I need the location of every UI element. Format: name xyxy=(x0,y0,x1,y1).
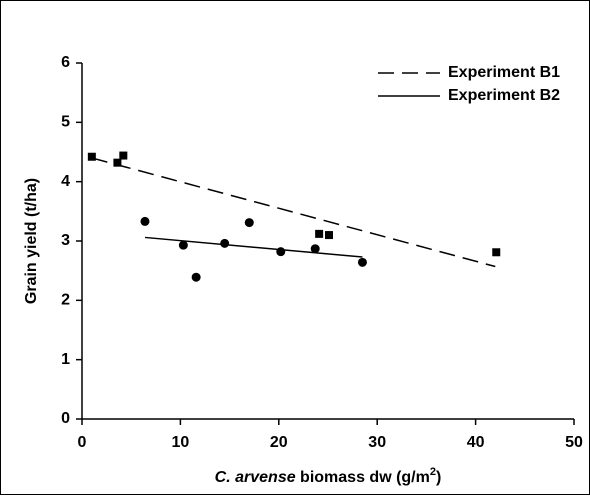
trend-line xyxy=(144,236,363,258)
point xyxy=(276,247,286,257)
y-tick-label: 4 xyxy=(61,173,70,190)
y-tick-label: 0 xyxy=(61,410,70,427)
x-tick-label: 30 xyxy=(368,434,386,451)
point xyxy=(178,240,188,250)
x-label-part: C. arvense xyxy=(215,469,296,486)
x-tick-label: 20 xyxy=(270,434,288,451)
legend-label: Experiment B1 xyxy=(448,64,560,81)
y-tick-label: 6 xyxy=(61,54,70,71)
x-label-sup: 2 xyxy=(430,466,436,478)
trend-line xyxy=(91,157,496,268)
point xyxy=(310,244,320,254)
point xyxy=(244,218,254,228)
y-tick-label: 1 xyxy=(61,351,70,368)
point xyxy=(492,248,501,257)
x-axis-label: C. arvense biomass dw (g/m2) xyxy=(215,466,442,486)
y-tick-label: 3 xyxy=(61,232,70,249)
x-label-part: biomass dw (g/m xyxy=(296,469,430,486)
y-axis-label: Grain yield (t/ha) xyxy=(23,178,40,304)
point xyxy=(220,238,230,248)
y-tick-label: 2 xyxy=(61,292,70,309)
point xyxy=(191,272,201,282)
y-tick-label: 5 xyxy=(61,114,70,131)
point xyxy=(87,152,96,161)
x-tick-label: 50 xyxy=(565,434,583,451)
x-tick-label: 40 xyxy=(467,434,485,451)
x-tick-label: 0 xyxy=(78,434,87,451)
point xyxy=(140,216,150,226)
legend-label: Experiment B2 xyxy=(448,87,560,104)
x-tick-label: 10 xyxy=(172,434,190,451)
point xyxy=(324,231,333,240)
x-label-part: ) xyxy=(436,469,441,486)
point xyxy=(315,229,324,238)
point xyxy=(357,257,367,267)
point xyxy=(113,158,122,167)
point xyxy=(119,151,128,160)
